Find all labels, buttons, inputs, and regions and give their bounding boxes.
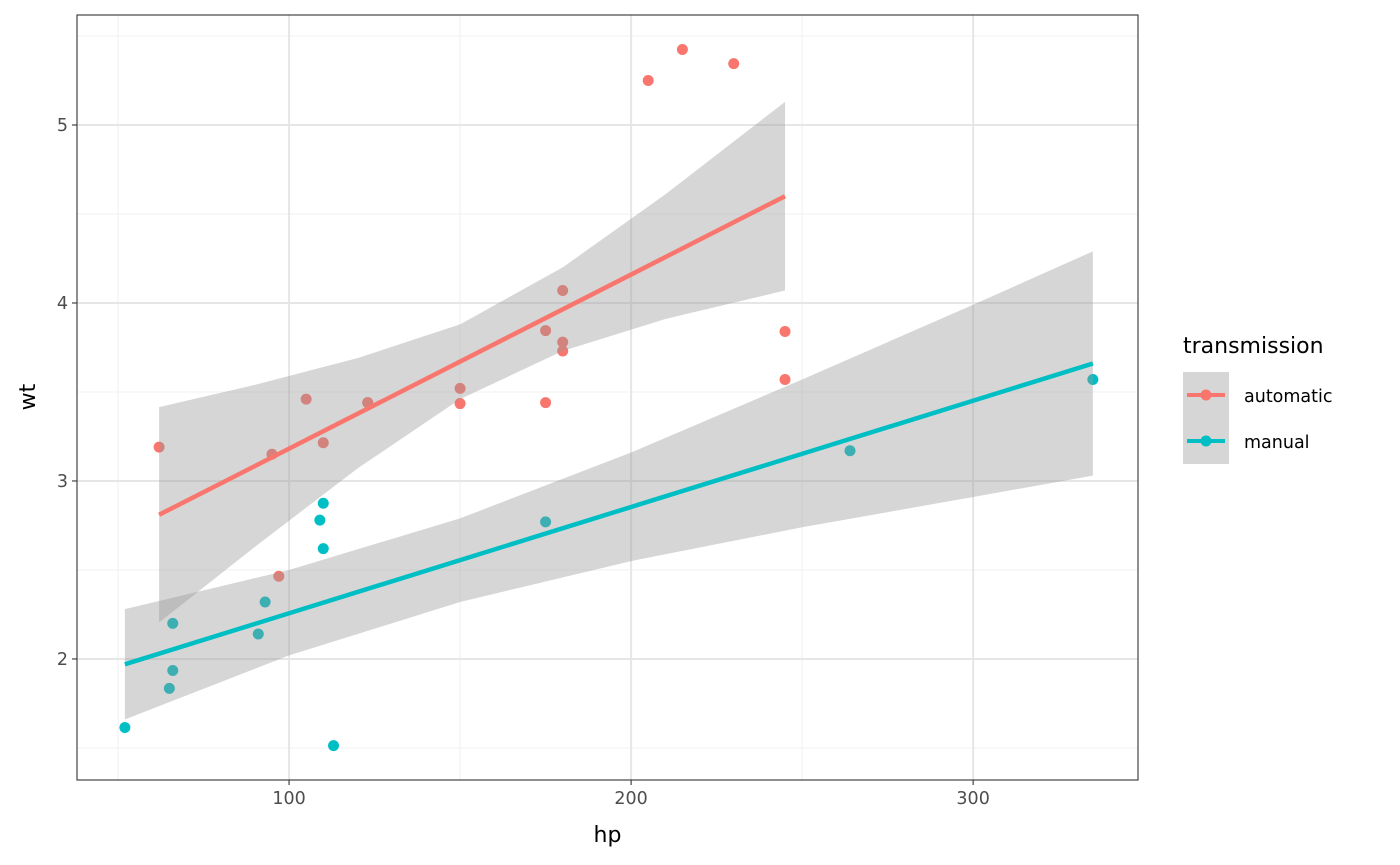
data-point-automatic (454, 398, 466, 410)
ci-bands (124, 101, 1093, 720)
grid (77, 15, 1138, 780)
x-axis-label: hp (594, 823, 622, 848)
data-point-manual (328, 740, 340, 752)
data-point-manual (119, 721, 131, 733)
ci-band-manual (124, 251, 1093, 720)
data-point-automatic (728, 58, 740, 70)
fit-line-manual (124, 361, 1094, 667)
data-point-automatic (317, 437, 329, 449)
data-point-manual (167, 617, 179, 629)
data-point-manual (317, 497, 329, 509)
data-point-manual (1087, 374, 1099, 386)
legend: transmission automatic manual (1183, 334, 1333, 464)
data-point-manual (259, 596, 271, 608)
points (119, 44, 1099, 752)
panel-background (77, 15, 1138, 780)
data-point-automatic (557, 336, 569, 348)
panel-border (76, 14, 1139, 781)
fit-line-automatic (158, 194, 787, 517)
data-point-automatic (540, 397, 552, 409)
legend-title: transmission (1183, 334, 1324, 359)
data-point-manual (317, 543, 329, 555)
data-point-automatic (540, 325, 552, 337)
data-point-manual (314, 514, 326, 526)
data-point-automatic (153, 441, 165, 453)
data-point-automatic (454, 382, 466, 394)
y-tick-label: 5 (57, 116, 68, 136)
legend-label: manual (1244, 433, 1310, 453)
axis-ticks: 100 200 300 2 3 4 5 (57, 116, 990, 809)
y-tick-label: 2 (57, 650, 68, 670)
data-point-automatic (273, 570, 285, 582)
data-point-manual (167, 665, 179, 677)
y-tick-label: 3 (57, 472, 68, 492)
data-point-manual (163, 682, 175, 694)
ci-band-automatic (159, 101, 786, 623)
legend-key-point (1200, 389, 1212, 401)
data-point-automatic (300, 393, 312, 405)
y-tick-label: 4 (57, 294, 68, 314)
y-axis-label: wt (16, 383, 41, 410)
data-point-automatic (779, 325, 791, 337)
x-tick-label: 200 (614, 789, 647, 809)
legend-key-point (1200, 435, 1212, 447)
legend-label: automatic (1244, 387, 1333, 407)
data-point-automatic (779, 374, 791, 386)
fit-lines (124, 194, 1094, 667)
x-tick-label: 300 (956, 789, 989, 809)
data-point-automatic (676, 44, 688, 56)
data-point-manual (252, 628, 264, 640)
data-point-manual (540, 516, 552, 528)
data-point-manual (844, 445, 856, 457)
data-point-automatic (557, 285, 569, 297)
x-tick-label: 100 (272, 789, 305, 809)
data-point-automatic (642, 75, 654, 87)
data-point-automatic (557, 345, 569, 357)
